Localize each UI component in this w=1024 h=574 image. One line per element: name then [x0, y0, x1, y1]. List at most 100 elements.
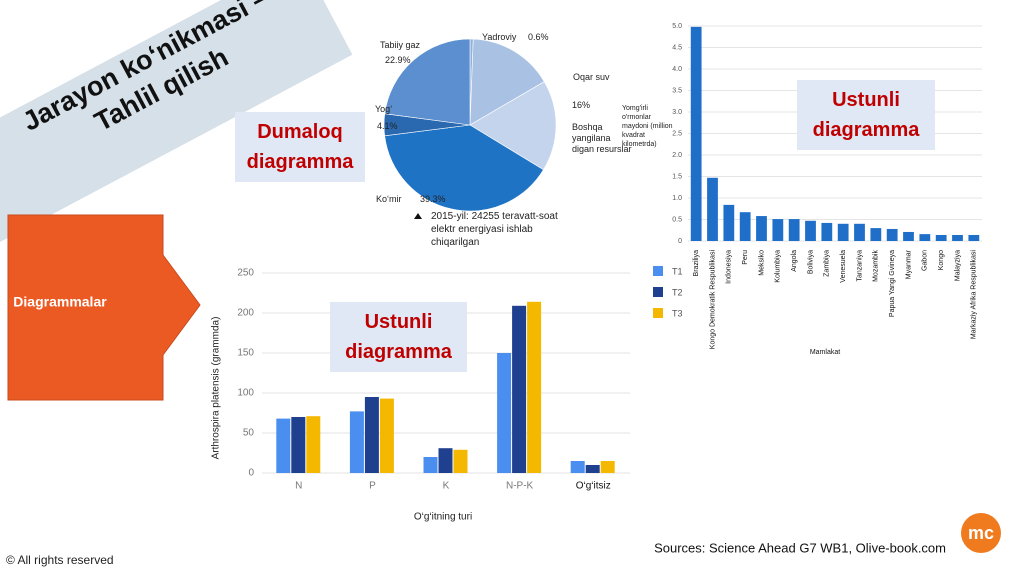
- bar: [772, 219, 784, 241]
- x-tick-label: Indonesiya: [726, 250, 733, 284]
- bar: [423, 457, 438, 473]
- bar: [379, 398, 394, 473]
- bar: [707, 177, 718, 241]
- x-tick-label: Papua Yangi Gvineya: [889, 250, 896, 317]
- x-tick-label: N-P-K: [506, 481, 534, 492]
- x-tick-label: O‘g‘itsiz: [576, 481, 611, 492]
- x-tick-label: Peru: [742, 250, 749, 265]
- overlay-label: Ustunli diagramma: [797, 80, 935, 150]
- bar: [527, 301, 542, 473]
- bar: [497, 353, 512, 473]
- pie-slice: [469, 38, 545, 126]
- y-tick-label: 150: [237, 348, 254, 359]
- pie-slice: [384, 124, 544, 212]
- y-tick-label: 2.5: [672, 130, 682, 137]
- bar: [870, 228, 882, 241]
- y-tick-label: 0.5: [672, 216, 682, 223]
- y-tick-label: 4.5: [672, 44, 682, 51]
- slice-label: Ko‘mir: [376, 194, 402, 204]
- bar: [600, 461, 615, 473]
- x-tick-label: Kongo Demokratik Respublikasi: [709, 250, 716, 350]
- y-tick-label: 5.0: [672, 23, 682, 30]
- x-tick-label: Angola: [791, 250, 798, 272]
- bar: [690, 26, 702, 241]
- bar: [788, 219, 800, 241]
- x-tick-label: Markaziy Afrika Respublikasi: [971, 250, 978, 340]
- y-tick-label: 4.0: [672, 66, 682, 73]
- legend-swatch: [653, 287, 663, 297]
- logo-badge: [961, 513, 1001, 553]
- banner: [0, 0, 353, 257]
- logo: mc: [968, 523, 994, 543]
- legend-swatch: [653, 308, 663, 318]
- bar: [821, 222, 833, 241]
- y-tick-label: 2.0: [672, 152, 682, 159]
- bar: [585, 465, 600, 473]
- y-tick-label: 0: [248, 468, 254, 479]
- y-axis-label: Arthrospira platensis (grammda): [211, 317, 222, 460]
- overlay-label: Dumaloq diagramma: [235, 112, 365, 182]
- slice-label: Oqar suv: [573, 72, 610, 82]
- x-tick-label: Zambiya: [824, 250, 831, 277]
- x-tick-label: K: [443, 481, 450, 492]
- x-tick-label: Myanmar: [905, 249, 912, 279]
- bar: [756, 216, 767, 241]
- legend-label: T1: [672, 266, 683, 276]
- y-tick-label: 0: [678, 238, 682, 245]
- y-tick-label: 1.5: [672, 173, 682, 180]
- y-tick-label: 3.5: [672, 87, 682, 94]
- bar: [952, 234, 963, 241]
- bar: [903, 231, 914, 241]
- x-tick-label: Venesuela: [840, 250, 847, 283]
- y-tick-label: 200: [237, 308, 254, 319]
- y-axis-label: Yomg'irli o'rmonlar maydoni (million kva…: [622, 105, 673, 148]
- value-label: 39.3%: [420, 194, 446, 204]
- x-tick-label: Kolumbiya: [775, 250, 782, 283]
- x-tick-label: Kongo: [938, 250, 945, 270]
- y-tick-label: 1.0: [672, 195, 682, 202]
- bar: [291, 417, 306, 473]
- bar: [276, 418, 291, 473]
- bar: [935, 234, 947, 241]
- bar: [306, 416, 321, 473]
- bar: [837, 223, 849, 241]
- arrow-shape: [7, 214, 201, 401]
- value-label: 22.9%: [385, 55, 411, 65]
- bar: [570, 461, 585, 473]
- bar: [886, 228, 898, 241]
- sources: Sources: Science Ahead G7 WB1, Olive-boo…: [654, 540, 946, 555]
- x-tick-label: P: [369, 481, 376, 492]
- x-tick-label: Braziliya: [693, 250, 700, 277]
- x-tick-label: Boliviya: [807, 250, 814, 274]
- x-tick-label: Gabon: [922, 250, 929, 271]
- y-tick-label: 100: [237, 388, 254, 399]
- legend-label: T3: [672, 308, 683, 318]
- x-tick-label: N: [295, 481, 302, 492]
- value-label: 16%: [572, 100, 591, 110]
- legend-swatch: [653, 266, 663, 276]
- bar: [723, 204, 735, 241]
- bar: [919, 234, 931, 241]
- pie-note: 2015-yil: 24255 teravatt-soat elektr ene…: [431, 211, 558, 248]
- bar: [739, 212, 751, 241]
- value-label: 4.1%: [377, 121, 398, 131]
- copyright: © All rights reserved: [6, 553, 114, 567]
- x-tick-label: Malayziya: [954, 250, 961, 281]
- bar: [512, 305, 527, 473]
- slice-label: Tabiiy gaz: [380, 40, 421, 50]
- pie-slice: [469, 81, 557, 171]
- bar: [364, 397, 379, 473]
- x-axis-label: Mamlakat: [810, 349, 840, 356]
- bar: [805, 220, 816, 241]
- bar: [854, 223, 865, 241]
- bar: [349, 411, 364, 473]
- x-tick-label: Meksiko: [758, 250, 765, 276]
- pie-slice: [384, 38, 471, 126]
- arrow-label: Diagrammalar: [13, 294, 107, 310]
- x-tick-label: Tanzaniya: [856, 250, 863, 282]
- slice-label: Yadroviy: [482, 32, 517, 42]
- x-tick-label: Mozambik: [873, 250, 880, 282]
- bar: [438, 448, 453, 473]
- overlay-label: Ustunli diagramma: [330, 302, 467, 372]
